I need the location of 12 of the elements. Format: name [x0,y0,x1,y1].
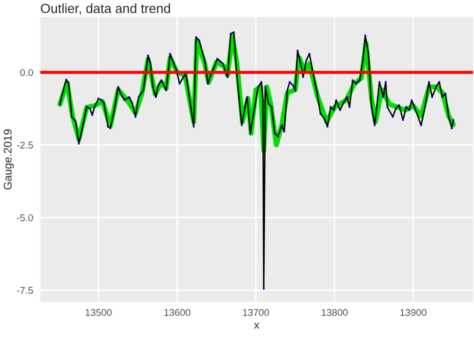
x-tick-label: 13700 [243,309,270,316]
x-tick-label: 13800 [322,309,348,316]
x-tick-label: 13600 [164,309,190,316]
x-tick-label: 13500 [86,309,112,316]
y-tick-label: -2.5 [17,142,33,149]
y-tick-label: 0.0 [20,69,33,76]
x-tick-label: 13900 [400,309,426,316]
y-tick-label: -5.0 [17,214,33,222]
y-tick-label: -7.5 [17,287,33,294]
x-axis-title: x [254,322,260,329]
chart-title: Outlier, data and trend [40,3,170,15]
y-axis-title: Gauge.2019 [4,129,14,190]
